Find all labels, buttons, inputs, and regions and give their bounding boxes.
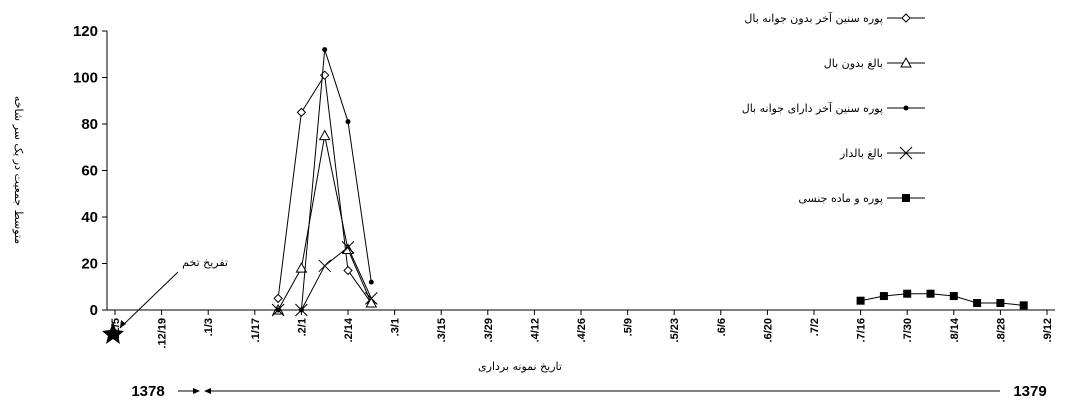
x-tick-label: .3/1 <box>390 318 402 336</box>
marker <box>341 240 355 254</box>
marker <box>368 279 374 285</box>
marker <box>271 303 285 317</box>
x-tick-label: .6/6 <box>716 318 728 336</box>
marker <box>342 243 354 255</box>
marker <box>365 296 378 308</box>
y-tick-label: 100 <box>73 70 98 87</box>
x-tick-label: .5/23 <box>669 318 681 342</box>
legend-label: پوره و ماده جنسی <box>798 192 883 205</box>
annotation: تفریخ تخم <box>182 256 228 269</box>
x-axis-label: تاریخ نمونه برداری <box>478 360 562 373</box>
y-tick-label: 60 <box>81 163 98 180</box>
y-tick-label: 40 <box>81 209 98 226</box>
legend-marker <box>901 13 911 23</box>
x-tick-label: .1/17 <box>250 318 262 342</box>
arrow-head <box>204 388 211 394</box>
x-tick-label: .3/15 <box>436 318 448 342</box>
legend-label: پوره سنین آخر دارای جوانه بال <box>742 101 883 115</box>
x-tick-label: .9/12 <box>1042 318 1054 342</box>
legend-marker <box>902 194 910 202</box>
year-label: 1378 <box>131 383 164 400</box>
x-tick-label: .12/19 <box>157 318 169 349</box>
marker <box>318 259 332 273</box>
marker <box>926 289 935 298</box>
y-axis-label: متوسط جمعیت در یک سر شاخه <box>12 96 25 244</box>
marker <box>949 292 958 301</box>
x-tick-label: .3/29 <box>483 318 495 342</box>
marker <box>345 119 351 125</box>
year-label: 1379 <box>1013 383 1046 400</box>
x-tick-label: .1/3 <box>203 318 215 336</box>
x-tick-label: .8/28 <box>995 318 1007 342</box>
x-tick-label: .4/12 <box>529 318 541 342</box>
marker <box>296 107 307 118</box>
x-tick-label: .7/16 <box>856 318 868 342</box>
marker <box>364 292 378 305</box>
marker <box>1019 301 1028 310</box>
legend-label: پوره سنین آخر بدون جوانه بال <box>744 11 883 25</box>
annotation-arrow <box>119 271 179 329</box>
marker <box>295 262 308 273</box>
y-tick-label: 120 <box>73 23 98 40</box>
marker <box>322 47 328 53</box>
legend-marker <box>899 146 913 160</box>
x-tick-label: .2/14 <box>343 317 355 342</box>
marker <box>343 265 353 276</box>
x-tick-label: .4/26 <box>576 318 588 342</box>
y-tick-label: 80 <box>81 116 98 133</box>
marker <box>879 292 888 301</box>
marker <box>973 299 982 308</box>
x-tick-label: .7/30 <box>902 318 914 342</box>
legend-label: بالغ بالدار <box>839 147 883 160</box>
x-tick-label: .5/9 <box>623 318 635 336</box>
marker <box>996 299 1005 308</box>
marker <box>295 303 308 317</box>
hatch-star <box>102 322 124 344</box>
legend-marker <box>900 56 912 68</box>
marker <box>903 289 912 298</box>
marker <box>318 129 331 141</box>
x-tick-label: .2/1 <box>296 318 308 336</box>
marker <box>273 293 283 304</box>
x-tick-label: .6/20 <box>762 318 774 342</box>
arrow-head <box>193 388 200 394</box>
y-tick-label: 0 <box>90 302 98 319</box>
arrow-head <box>120 320 126 328</box>
legend-marker <box>903 105 909 111</box>
series-line <box>278 246 372 311</box>
x-tick-label: .8/14 <box>949 317 961 342</box>
x-tick-label: .12/5 <box>110 318 122 342</box>
x-tick-label: .7/2 <box>809 318 821 336</box>
y-tick-label: 20 <box>81 256 98 273</box>
marker <box>856 296 865 305</box>
legend-label: بالغ بدون بال <box>824 57 883 70</box>
